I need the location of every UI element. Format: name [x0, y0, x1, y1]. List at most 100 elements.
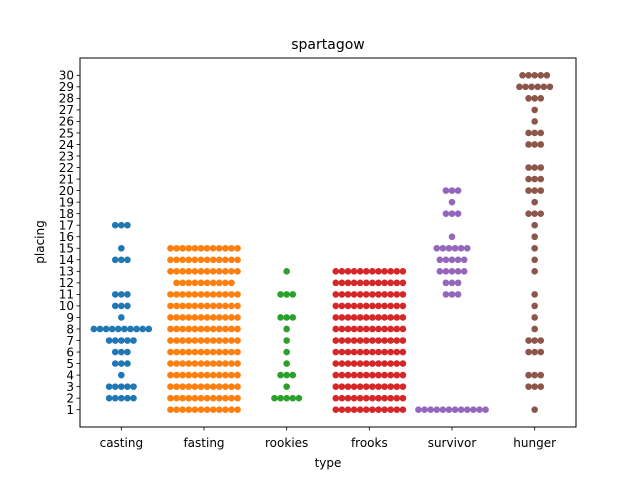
data-point: [531, 268, 538, 275]
data-point: [362, 279, 370, 287]
data-point: [442, 210, 450, 217]
data-point: [228, 291, 235, 298]
data-point: [375, 279, 382, 287]
data-point: [362, 291, 370, 298]
data-point: [209, 325, 217, 333]
data-point: [399, 314, 407, 321]
data-point: [173, 291, 180, 298]
data-point: [356, 394, 364, 402]
data-point: [525, 95, 532, 102]
data-point: [121, 325, 128, 333]
data-point: [118, 221, 125, 229]
data-point: [197, 325, 205, 333]
series-casting: [90, 221, 153, 402]
data-point: [356, 406, 364, 414]
data-point: [111, 337, 119, 344]
data-point: [185, 383, 193, 390]
data-point: [356, 325, 364, 333]
data-point: [289, 371, 297, 379]
data-point: [531, 72, 538, 79]
data-point: [531, 348, 538, 356]
data-point: [350, 279, 358, 287]
data-point: [167, 325, 174, 333]
data-point: [442, 279, 450, 287]
y-tick-label: 11: [59, 288, 74, 302]
data-point: [215, 383, 223, 390]
data-point: [427, 406, 434, 414]
data-point: [531, 325, 538, 333]
data-point: [114, 325, 122, 333]
data-point: [185, 394, 193, 402]
data-point: [470, 406, 477, 414]
y-tick-label: 22: [59, 161, 74, 175]
data-point: [173, 244, 180, 252]
data-point: [234, 348, 241, 356]
data-point: [381, 268, 388, 275]
data-point: [369, 383, 376, 390]
data-point: [516, 83, 523, 91]
data-point: [433, 406, 441, 414]
series-frooks: [332, 268, 407, 414]
data-point: [399, 268, 407, 275]
data-point: [197, 394, 205, 402]
data-point: [531, 221, 538, 229]
data-point: [222, 337, 229, 344]
data-point: [338, 371, 346, 379]
data-point: [436, 268, 444, 275]
data-point: [209, 394, 217, 402]
data-point: [203, 348, 211, 356]
data-point: [356, 383, 364, 390]
data-point: [525, 72, 532, 79]
data-point: [167, 360, 174, 367]
data-point: [457, 244, 465, 252]
data-point: [222, 302, 229, 310]
data-point: [448, 233, 456, 241]
y-tick-label: 3: [66, 380, 74, 394]
data-point: [387, 337, 394, 344]
data-point: [338, 348, 346, 356]
data-point: [173, 325, 180, 333]
data-point: [222, 348, 229, 356]
data-point: [283, 394, 290, 402]
data-point: [234, 256, 241, 264]
data-point: [448, 268, 456, 275]
data-point: [209, 302, 217, 310]
data-point: [375, 314, 382, 321]
data-point: [451, 244, 459, 252]
data-point: [362, 406, 370, 414]
data-point: [124, 337, 131, 344]
data-point: [228, 348, 235, 356]
data-point: [332, 337, 340, 344]
data-point: [191, 256, 199, 264]
data-point: [445, 406, 453, 414]
data-point: [454, 279, 462, 287]
data-point: [448, 256, 456, 264]
data-point: [350, 383, 358, 390]
data-point: [350, 268, 358, 275]
y-tick-label: 4: [66, 368, 74, 382]
data-point: [525, 383, 532, 390]
data-point: [362, 314, 370, 321]
y-tick-label: 9: [66, 311, 74, 325]
data-point: [234, 314, 241, 321]
x-axis-ticks: casting fasting rookies frooks survivor hunge…: [100, 427, 556, 450]
data-point: [145, 325, 153, 333]
chart-title: spartagow: [291, 37, 365, 53]
data-point: [173, 394, 180, 402]
x-tick-label: fasting: [183, 436, 224, 450]
data-point: [381, 337, 388, 344]
data-point: [399, 406, 407, 414]
data-point: [338, 360, 346, 367]
data-point: [124, 394, 131, 402]
data-point: [179, 268, 186, 275]
data-point: [387, 325, 394, 333]
data-point: [482, 406, 489, 414]
data-point: [124, 221, 131, 229]
data-point: [528, 83, 535, 91]
data-point: [375, 325, 382, 333]
data-point: [362, 383, 370, 390]
data-point: [525, 337, 532, 344]
data-point: [350, 394, 358, 402]
data-point: [369, 348, 376, 356]
data-point: [362, 302, 370, 310]
